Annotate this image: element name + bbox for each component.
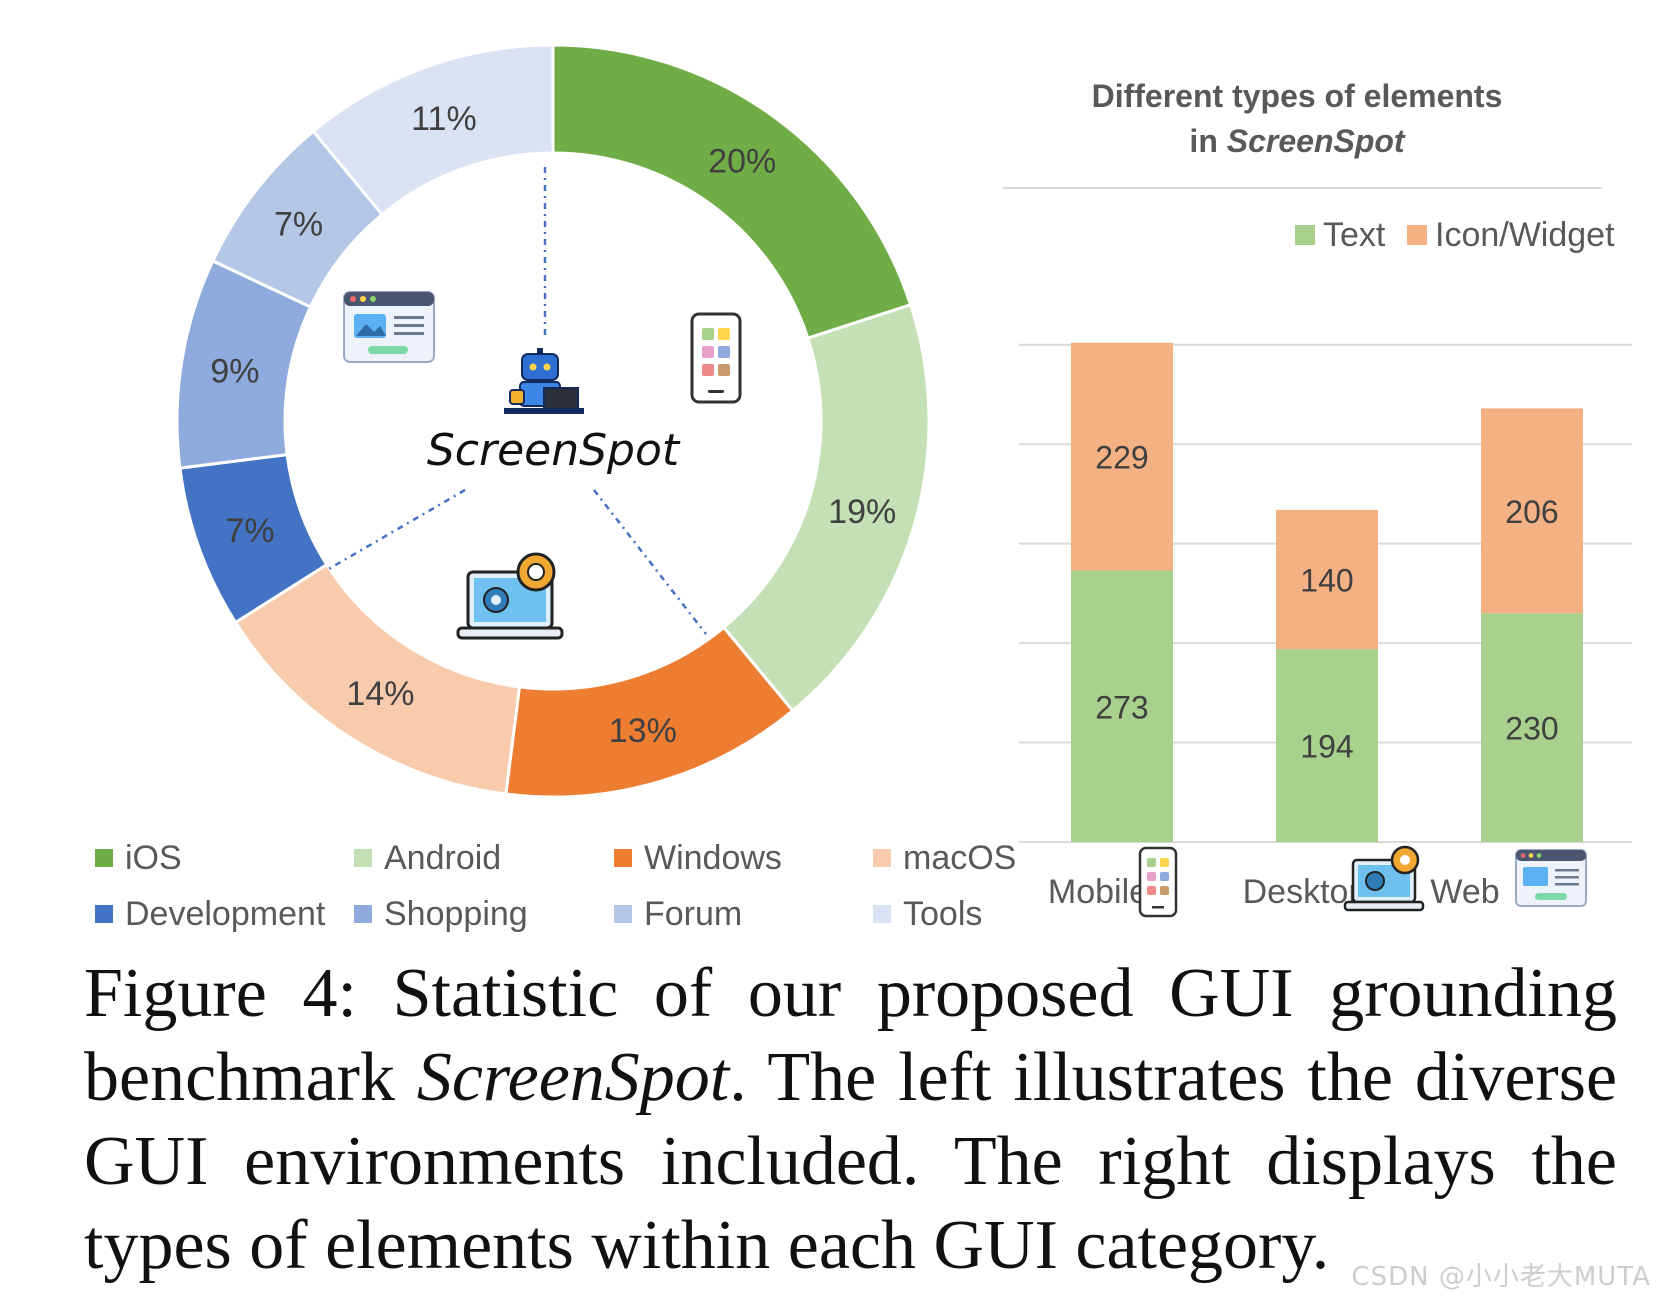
bar-chart-legend: Text Icon/Widget (1295, 216, 1615, 254)
donut-chart: 20% 19% 13% 14% 7% 9% 7% 11% (175, 43, 931, 799)
bar-chart-x-labels: Mobile Desktop Web (1048, 873, 1500, 911)
legend-label-shopping: Shopping (384, 895, 528, 933)
watermark: CSDN @小小老大MUTA (1351, 1262, 1651, 1292)
laptop-gear-icon (456, 552, 564, 640)
bar-mobile-icon-widget (1071, 342, 1173, 571)
legend-label-development: Development (125, 895, 326, 933)
divider-line-right (593, 489, 707, 635)
legend-label-windows: Windows (644, 839, 782, 877)
donut-label-android: 19% (828, 493, 896, 531)
figure-caption: Figure 4: Statistic of our proposed GUI … (84, 952, 1617, 1288)
bar-legend-swatch-text (1295, 225, 1315, 245)
donut-legend: iOS Android Windows macOS Development Shoppin… (95, 839, 1016, 933)
legend-swatch-macos (873, 849, 891, 867)
legend-swatch-forum (614, 905, 632, 923)
donut-label-windows: 13% (609, 712, 677, 750)
legend-swatch-shopping (354, 905, 372, 923)
bar-legend-swatch-icon-widget (1407, 225, 1427, 245)
bar-label-mobile-text: 273 (1095, 689, 1148, 725)
donut-slice-tools (311, 43, 555, 217)
x-label-mobile-icon (1138, 846, 1178, 918)
donut-label-development: 7% (225, 512, 274, 550)
group-dividers (326, 167, 707, 635)
donut-label-shopping: 9% (210, 353, 259, 391)
donut-center-label: ScreenSpot (427, 425, 681, 476)
x-label-desktop-icon (1343, 845, 1425, 912)
legend-label-tools: Tools (903, 895, 982, 933)
bar-chart-title-prefix: in (1189, 123, 1226, 159)
bar-legend-label-icon-widget: Icon/Widget (1435, 216, 1615, 254)
legend-label-macos: macOS (903, 839, 1016, 877)
bar-legend-label-text: Text (1323, 216, 1386, 254)
x-label-web-icon (1515, 849, 1587, 907)
legend-swatch-tools (873, 905, 891, 923)
legend-swatch-ios (95, 849, 113, 867)
donut-label-forum: 7% (274, 206, 323, 244)
donut-label-ios: 20% (708, 142, 776, 180)
legend-swatch-android (354, 849, 372, 867)
bar-label-desktop-icon-widget: 140 (1300, 562, 1353, 598)
legend-label-forum: Forum (644, 895, 742, 933)
caption-suffix: . The left illustrates the diverse GUI e… (84, 1039, 1618, 1284)
bar-chart-title-line2: in ScreenSpot (1189, 123, 1406, 159)
bar-label-web-text: 230 (1505, 711, 1558, 747)
legend-label-ios: iOS (125, 839, 182, 877)
bar-chart-title-italic: ScreenSpot (1227, 123, 1406, 159)
legend-label-android: Android (384, 839, 501, 877)
caption-prefix: Figure 4: Statistic of our proposed GUI … (84, 955, 1617, 1116)
legend-swatch-windows (614, 849, 632, 867)
donut-label-tools: 11% (411, 100, 477, 138)
bar-label-desktop-text: 194 (1300, 729, 1353, 765)
smartphone-icon (690, 312, 742, 404)
donut-slice-android (721, 302, 931, 713)
bar-label-web-icon-widget: 206 (1505, 494, 1558, 530)
x-label-web: Web (1430, 873, 1499, 911)
caption-italic: ScreenSpot (416, 1039, 730, 1116)
browser-window-icon (343, 291, 435, 363)
donut-label-macos: 14% (346, 675, 414, 713)
bar-web-text (1481, 613, 1583, 842)
donut-slice-ios (551, 43, 913, 341)
bar-mobile-text (1071, 570, 1173, 842)
divider-line-left (326, 488, 466, 572)
bar-web-icon-widget (1481, 408, 1583, 614)
bar-desktop-text (1276, 649, 1378, 842)
x-label-mobile: Mobile (1048, 873, 1148, 911)
bar-chart-title-line1: Different types of elements (1092, 78, 1503, 114)
legend-swatch-development (95, 905, 113, 923)
robot-laptop-icon (504, 348, 584, 414)
bar-chart: 273 229 194 140 230 206 (1019, 342, 1632, 843)
bar-label-mobile-icon-widget: 229 (1095, 440, 1148, 476)
bar-desktop-icon-widget (1276, 509, 1378, 650)
figure: 20% 19% 13% 14% 7% 9% 7% 11% ScreenSpot (95, 43, 1632, 933)
